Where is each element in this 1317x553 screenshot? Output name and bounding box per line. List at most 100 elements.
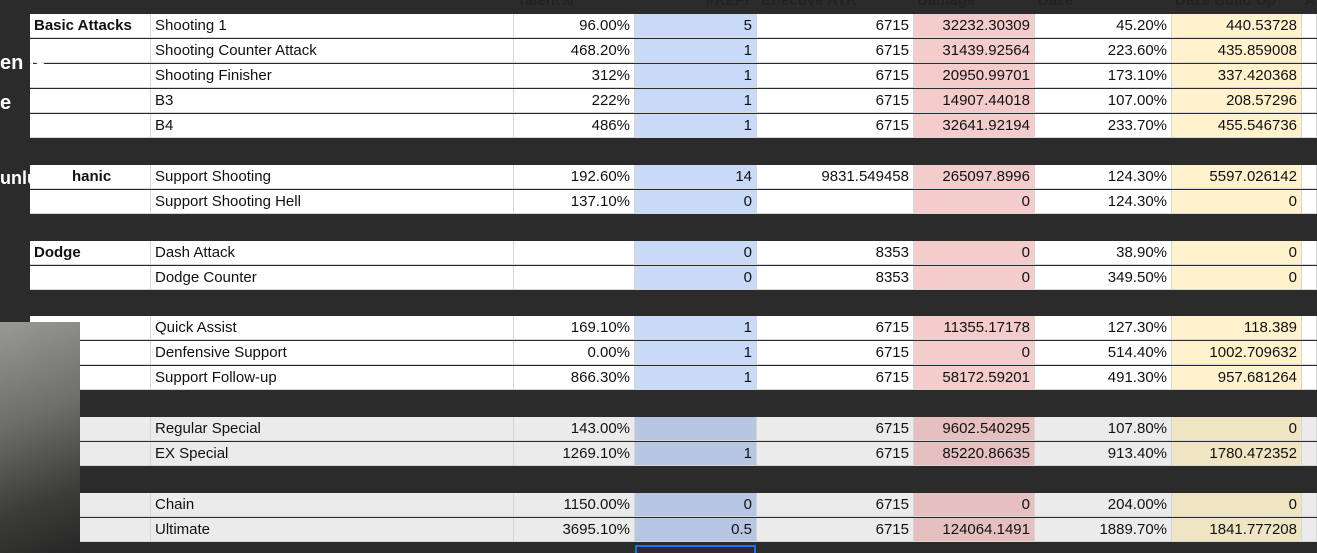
talent-cell[interactable] <box>514 266 635 290</box>
ref-cell[interactable]: 1 <box>635 39 757 63</box>
ref-cell[interactable]: 1 <box>635 341 757 365</box>
extra-cell[interactable] <box>1302 518 1317 542</box>
damage-cell[interactable]: 14907.44018 <box>914 89 1035 113</box>
daze-cell[interactable]: 223.60% <box>1035 39 1172 63</box>
ref-cell[interactable]: 1 <box>635 366 757 390</box>
talent-cell[interactable]: 192.60% <box>514 165 635 189</box>
ref-cell[interactable]: 0 <box>635 266 757 290</box>
header-daze[interactable]: Daze <box>1038 0 1074 9</box>
ref-cell[interactable]: 0 <box>635 493 757 517</box>
effective-atk-cell[interactable]: 6715 <box>757 14 914 38</box>
skill-name-cell[interactable]: Shooting Counter Attack <box>151 39 514 63</box>
skill-name-cell[interactable]: EX Special <box>151 442 514 466</box>
header-extra[interactable]: A <box>1305 0 1316 9</box>
ref-cell[interactable]: 0 <box>635 241 757 265</box>
daze-cell[interactable]: 349.50% <box>1035 266 1172 290</box>
category-cell[interactable] <box>30 39 151 63</box>
skill-name-cell[interactable]: Dodge Counter <box>151 266 514 290</box>
daze-build-up-cell[interactable]: 1780.472352 <box>1172 442 1302 466</box>
header-daze-build-up[interactable]: Daze Build Up <box>1175 0 1276 9</box>
damage-cell[interactable]: 31439.92564 <box>914 39 1035 63</box>
daze-build-up-cell[interactable]: 208.57296 <box>1172 89 1302 113</box>
effective-atk-cell[interactable]: 6715 <box>757 417 914 441</box>
daze-cell[interactable]: 127.30% <box>1035 316 1172 340</box>
category-cell[interactable] <box>30 114 151 138</box>
talent-cell[interactable]: 312% <box>514 64 635 88</box>
skill-name-cell[interactable]: Ultimate <box>151 518 514 542</box>
daze-cell[interactable]: 107.80% <box>1035 417 1172 441</box>
damage-cell[interactable]: 32641.92194 <box>914 114 1035 138</box>
header-ref[interactable]: #REF! <box>706 0 750 9</box>
category-cell[interactable] <box>30 190 151 214</box>
damage-cell[interactable]: 0 <box>914 190 1035 214</box>
ref-cell[interactable]: 1 <box>635 89 757 113</box>
effective-atk-cell[interactable]: 8353 <box>757 266 914 290</box>
talent-cell[interactable]: 169.10% <box>514 316 635 340</box>
damage-cell[interactable]: 11355.17178 <box>914 316 1035 340</box>
extra-cell[interactable] <box>1302 190 1317 214</box>
talent-cell[interactable] <box>514 241 635 265</box>
daze-cell[interactable]: 491.30% <box>1035 366 1172 390</box>
effective-atk-cell[interactable]: 6715 <box>757 341 914 365</box>
daze-cell[interactable]: 45.20% <box>1035 14 1172 38</box>
extra-cell[interactable] <box>1302 366 1317 390</box>
skill-name-cell[interactable]: Quick Assist <box>151 316 514 340</box>
effective-atk-cell[interactable]: 6715 <box>757 493 914 517</box>
skill-name-cell[interactable]: Dash Attack <box>151 241 514 265</box>
skill-name-cell[interactable]: Denfensive Support <box>151 341 514 365</box>
skill-name-cell[interactable]: Shooting Finisher <box>151 64 514 88</box>
daze-cell[interactable]: 913.40% <box>1035 442 1172 466</box>
talent-cell[interactable]: 866.30% <box>514 366 635 390</box>
daze-cell[interactable]: 233.70% <box>1035 114 1172 138</box>
daze-cell[interactable]: 107.00% <box>1035 89 1172 113</box>
effective-atk-cell[interactable]: 6715 <box>757 366 914 390</box>
daze-cell[interactable]: 124.30% <box>1035 165 1172 189</box>
daze-cell[interactable]: 38.90% <box>1035 241 1172 265</box>
daze-cell[interactable]: 124.30% <box>1035 190 1172 214</box>
damage-cell[interactable]: 124064.1491 <box>914 518 1035 542</box>
ref-cell[interactable]: 1 <box>635 114 757 138</box>
effective-atk-cell[interactable]: 6715 <box>757 316 914 340</box>
header-damage[interactable]: Damage <box>917 0 976 9</box>
skill-name-cell[interactable]: Regular Special <box>151 417 514 441</box>
effective-atk-cell[interactable]: 6715 <box>757 89 914 113</box>
effective-atk-cell[interactable]: 6715 <box>757 114 914 138</box>
ref-cell[interactable]: 1 <box>635 64 757 88</box>
extra-cell[interactable] <box>1302 39 1317 63</box>
talent-cell[interactable]: 222% <box>514 89 635 113</box>
category-cell[interactable]: Dodge <box>30 241 151 265</box>
daze-build-up-cell[interactable]: 0 <box>1172 266 1302 290</box>
header-effective-atk[interactable]: Effective ATK <box>761 0 857 9</box>
daze-build-up-cell[interactable]: 455.546736 <box>1172 114 1302 138</box>
daze-build-up-cell[interactable]: 1002.709632 <box>1172 341 1302 365</box>
talent-cell[interactable]: 143.00% <box>514 417 635 441</box>
category-cell[interactable] <box>30 64 151 88</box>
daze-build-up-cell[interactable]: 337.420368 <box>1172 64 1302 88</box>
talent-cell[interactable]: 137.10% <box>514 190 635 214</box>
talent-cell[interactable]: 1269.10% <box>514 442 635 466</box>
ref-cell[interactable]: 5 <box>635 14 757 38</box>
talent-cell[interactable]: 1150.00% <box>514 493 635 517</box>
extra-cell[interactable] <box>1302 64 1317 88</box>
extra-cell[interactable] <box>1302 417 1317 441</box>
extra-cell[interactable] <box>1302 493 1317 517</box>
daze-build-up-cell[interactable]: 0 <box>1172 241 1302 265</box>
ref-cell[interactable]: 0.5 <box>635 518 757 542</box>
daze-build-up-cell[interactable]: 0 <box>1172 190 1302 214</box>
effective-atk-cell[interactable]: 6715 <box>757 39 914 63</box>
daze-build-up-cell[interactable]: 957.681264 <box>1172 366 1302 390</box>
skill-name-cell[interactable]: Support Shooting Hell <box>151 190 514 214</box>
talent-cell[interactable]: 486% <box>514 114 635 138</box>
extra-cell[interactable] <box>1302 241 1317 265</box>
skill-name-cell[interactable]: B4 <box>151 114 514 138</box>
damage-cell[interactable]: 0 <box>914 493 1035 517</box>
ref-cell[interactable] <box>635 417 757 441</box>
extra-cell[interactable] <box>1302 114 1317 138</box>
daze-build-up-cell[interactable]: 440.53728 <box>1172 14 1302 38</box>
header-talent[interactable]: Talent% <box>517 0 574 9</box>
damage-cell[interactable]: 0 <box>914 241 1035 265</box>
ref-cell[interactable]: 1 <box>635 316 757 340</box>
damage-cell[interactable]: 0 <box>914 266 1035 290</box>
damage-cell[interactable]: 58172.59201 <box>914 366 1035 390</box>
extra-cell[interactable] <box>1302 341 1317 365</box>
